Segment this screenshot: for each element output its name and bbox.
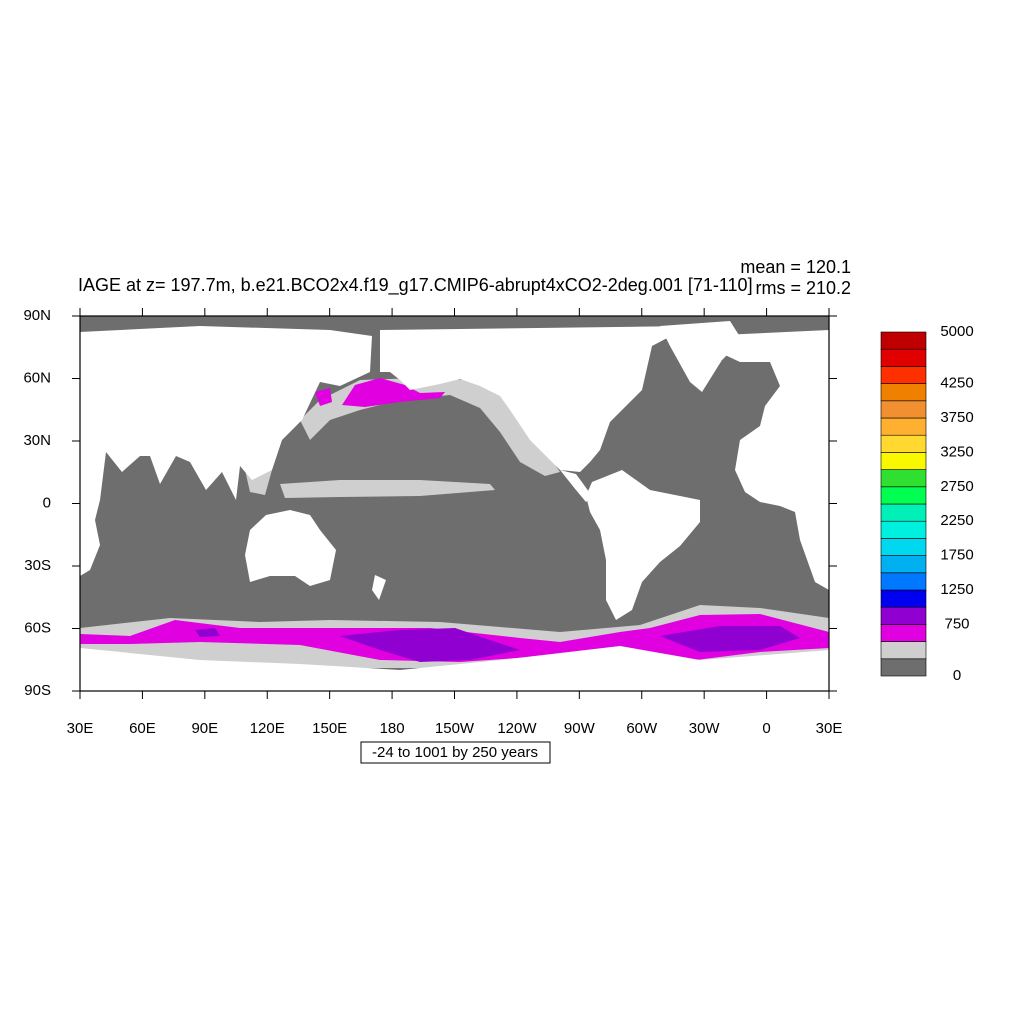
x-tick-label: 0 (762, 720, 770, 737)
colorbar-box (880, 469, 927, 488)
colorbar-box (880, 348, 927, 367)
colorbar-box (880, 503, 927, 522)
colorbar-box (880, 366, 927, 384)
colorbar-label: 3750 (940, 409, 973, 426)
x-tick-label: 60W (626, 720, 658, 737)
colorbar-box (880, 400, 927, 419)
land (80, 321, 829, 691)
colorbar-box (880, 520, 927, 539)
x-tick-label: 120W (497, 720, 537, 737)
annotation: mean = 120.1 (740, 257, 851, 277)
colorbar-label: 1750 (940, 547, 973, 564)
colorbar-box (880, 417, 927, 436)
map-field (80, 316, 829, 691)
age-band (340, 628, 520, 662)
subtitle-box (360, 741, 551, 764)
colorbar-box (880, 486, 927, 505)
colorbar-box (880, 641, 927, 660)
subtitle: -24 to 1001 by 250 years (372, 744, 538, 761)
colorbar-label: 1250 (940, 581, 973, 598)
colorbar-box (880, 658, 927, 677)
colorbar-label: 3250 (940, 443, 973, 460)
colorbar-label: 2750 (940, 478, 973, 495)
x-tick-label: 90W (564, 720, 596, 737)
colorbar-box (880, 538, 927, 556)
colorbar-box (880, 434, 927, 453)
colorbar-box (880, 331, 927, 350)
x-tick-label: 120E (250, 720, 285, 737)
y-tick-label: 90S (24, 682, 51, 699)
colorbar-box (880, 555, 927, 574)
colorbar-box (880, 383, 927, 402)
age-band (660, 626, 800, 652)
y-tick-label: 0 (43, 494, 51, 511)
colorbar-label: 5000 (940, 323, 973, 340)
x-tick-label: 150E (312, 720, 347, 737)
colorbar-box (880, 589, 927, 608)
x-tick-label: 60E (129, 720, 156, 737)
colorbar-label: 2250 (940, 512, 973, 529)
age-band (315, 388, 332, 406)
colorbar-box (880, 572, 927, 591)
x-tick-label: 150W (435, 720, 475, 737)
x-tick-label: 180 (380, 720, 405, 737)
x-tick-label: 30W (689, 720, 721, 737)
y-tick-label: 60S (24, 619, 51, 636)
age-band (195, 628, 220, 637)
colorbar-box (880, 624, 927, 642)
colorbar-box (880, 452, 927, 470)
colorbar-label: 4250 (940, 375, 973, 392)
x-tick-label: 90E (191, 720, 218, 737)
y-tick-label: 90N (23, 307, 51, 324)
colorbar-label: 750 (944, 615, 969, 632)
colorbar-box (880, 606, 927, 625)
y-tick-label: 60N (23, 369, 51, 386)
x-tick-label: 30E (816, 720, 843, 737)
y-tick-label: 30N (23, 432, 51, 449)
colorbar-label: 0 (953, 667, 961, 684)
annotation: rms = 210.2 (755, 278, 851, 298)
x-tick-label: 30E (67, 720, 94, 737)
y-tick-label: 30S (24, 557, 51, 574)
age-band (280, 480, 495, 498)
age-band (342, 378, 445, 407)
chart-title: IAGE at z= 197.7m, b.e21.BCO2x4.f19_g17.… (78, 275, 753, 296)
